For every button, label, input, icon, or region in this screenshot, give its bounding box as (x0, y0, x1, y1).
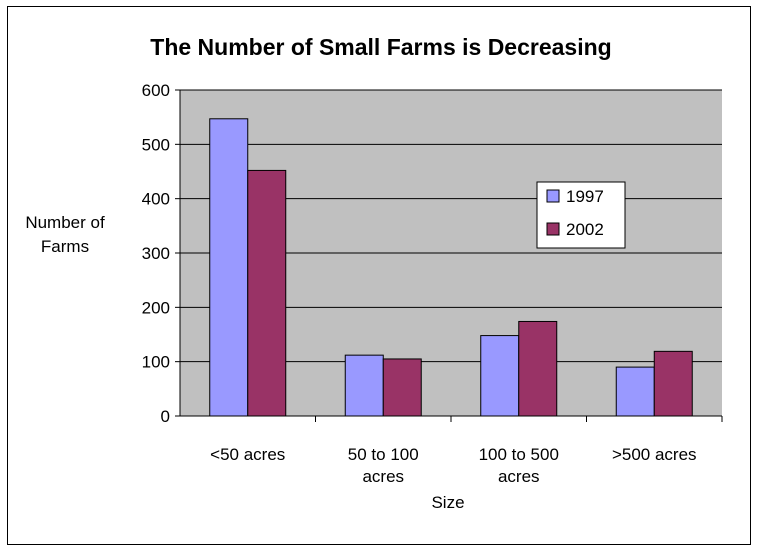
y-tick-label: 600 (142, 81, 170, 100)
legend: 1997 2002 (536, 181, 626, 249)
bar-1997-1 (344, 354, 384, 417)
chart-title: The Number of Small Farms is Decreasing (150, 34, 611, 60)
y-tick-label: 100 (142, 353, 170, 372)
bar-2002-0 (247, 169, 287, 417)
bar-2002-2 (518, 320, 558, 417)
bar-2002-1 (382, 358, 422, 417)
x-axis-label: Size (431, 493, 464, 512)
plot-area: 0 100 200 300 400 500 600 <50 acres 50 to 100 acr… (142, 81, 723, 486)
legend-swatch-2002 (546, 222, 560, 236)
x-tick-label: acres (498, 467, 540, 486)
bar-1997-2 (480, 335, 520, 417)
x-tick-label: 100 to 500 (479, 445, 559, 464)
x-tick-label: >500 acres (612, 445, 697, 464)
bar-2002-3 (653, 350, 693, 417)
legend-label: 2002 (566, 220, 604, 239)
y-tick-label: 500 (142, 135, 170, 154)
y-tick-label: 200 (142, 298, 170, 317)
y-tick-label: 400 (142, 190, 170, 209)
x-tick-label: <50 acres (210, 445, 285, 464)
legend-swatch-1997 (546, 189, 560, 203)
y-axis-label-line: Farms (41, 237, 89, 256)
x-tick-label: 50 to 100 (348, 445, 419, 464)
x-tick-label: acres (362, 467, 404, 486)
y-axis-label-line: Number of (25, 213, 105, 232)
y-tick-label: 300 (142, 244, 170, 263)
y-axis-label: Number of Farms (25, 213, 105, 256)
bar-1997-0 (209, 118, 249, 417)
legend-label: 1997 (566, 187, 604, 206)
y-tick-label: 0 (161, 407, 170, 426)
bar-1997-3 (615, 366, 655, 417)
